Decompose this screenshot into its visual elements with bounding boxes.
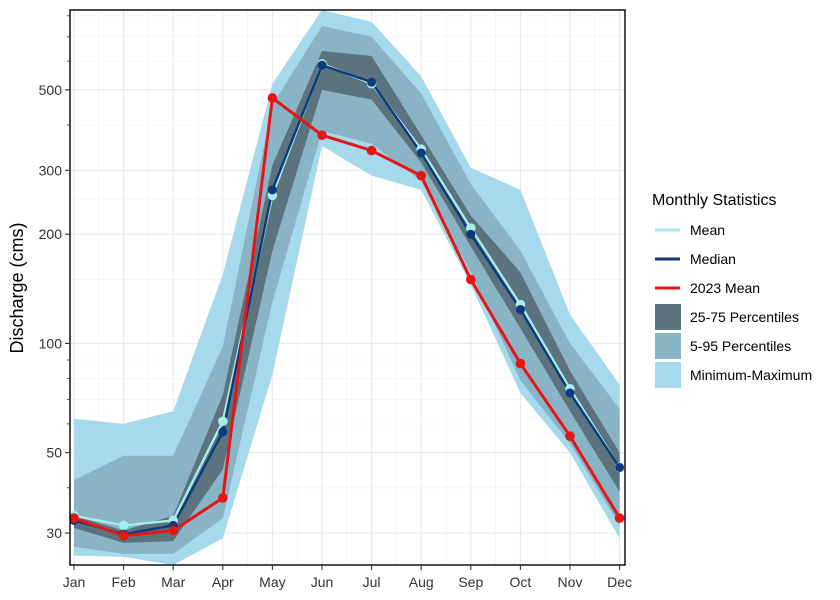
legend-key-25-75-percentiles	[655, 304, 681, 330]
data-point-median	[416, 148, 426, 158]
data-point-2023-mean	[614, 513, 625, 523]
x-tick-label: Apr	[212, 574, 234, 590]
data-point-2023-mean	[69, 513, 79, 523]
legend-label-25-75-percentiles: 25-75 Percentiles	[690, 309, 799, 325]
plot-border	[69, 9, 626, 566]
x-tick-label: Sep	[458, 574, 483, 590]
data-point-2023-mean	[416, 170, 427, 181]
axes: 30 50 100 200 300 500 Jan Feb Mar Apr May Jun Jul Aug…	[39, 15, 632, 590]
data-point-2023-mean	[168, 525, 178, 536]
legend-title: Monthly Statistics	[652, 192, 776, 209]
y-tick-label: 500	[39, 82, 63, 98]
x-tick-label: Feb	[112, 574, 136, 590]
data-point-2023-mean	[317, 130, 327, 140]
x-tick-label: Nov	[558, 574, 583, 590]
y-axis-title: Discharge (cms)	[7, 222, 27, 353]
x-tick-label: May	[259, 574, 285, 590]
x-tick-label: Mar	[161, 574, 185, 590]
data-point-2023-mean	[218, 493, 228, 503]
legend-label-mean: Mean	[690, 222, 725, 238]
legend-key-minimum-maximum	[655, 362, 681, 388]
legend-label-median: Median	[690, 251, 736, 267]
y-tick-label: 300	[39, 162, 63, 178]
data-point-median	[218, 427, 228, 437]
legend-label-2023-mean: 2023 Mean	[690, 280, 760, 296]
series-line-median	[73, 63, 621, 536]
data-point-median	[466, 229, 476, 239]
data-point-median	[615, 462, 625, 472]
percentile-bands	[74, 10, 620, 565]
data-point-median	[317, 60, 327, 70]
series-points	[69, 58, 625, 541]
y-tick-label: 30	[46, 525, 62, 541]
x-tick-label: Jul	[363, 574, 381, 590]
y-tick-label: 100	[39, 335, 63, 351]
y-tick-label: 50	[46, 445, 62, 461]
legend-label-5-95-percentiles: 5-95 Percentiles	[690, 338, 791, 354]
legend-label-minimum-maximum: Minimum-Maximum	[690, 367, 812, 383]
legend-key-5-95-percentiles	[655, 333, 681, 359]
y-tick-label: 200	[39, 226, 63, 242]
data-point-median	[267, 185, 277, 195]
data-point-2023-mean	[267, 93, 278, 103]
data-point-2023-mean	[466, 274, 476, 285]
data-point-mean	[118, 520, 129, 531]
series-line-2023-mean	[73, 96, 621, 538]
legend: Monthly Statistics Mean Median 2023 Mean 25…	[652, 192, 812, 388]
data-point-median	[515, 305, 525, 315]
data-point-2023-mean	[565, 431, 575, 441]
data-point-2023-mean	[118, 530, 129, 541]
x-tick-label: Oct	[510, 574, 532, 590]
data-point-mean	[218, 416, 228, 427]
band-25-75-percentiles	[74, 50, 620, 543]
x-tick-label: Dec	[607, 574, 632, 590]
data-point-median	[367, 77, 377, 87]
band-5-95-percentiles	[74, 25, 620, 554]
data-point-2023-mean	[515, 358, 526, 369]
data-point-2023-mean	[366, 145, 377, 156]
x-tick-label: Jan	[63, 574, 86, 590]
x-tick-label: Aug	[409, 574, 434, 590]
x-tick-label: Jun	[311, 574, 334, 590]
series-lines	[73, 62, 621, 538]
data-point-median	[565, 388, 575, 398]
